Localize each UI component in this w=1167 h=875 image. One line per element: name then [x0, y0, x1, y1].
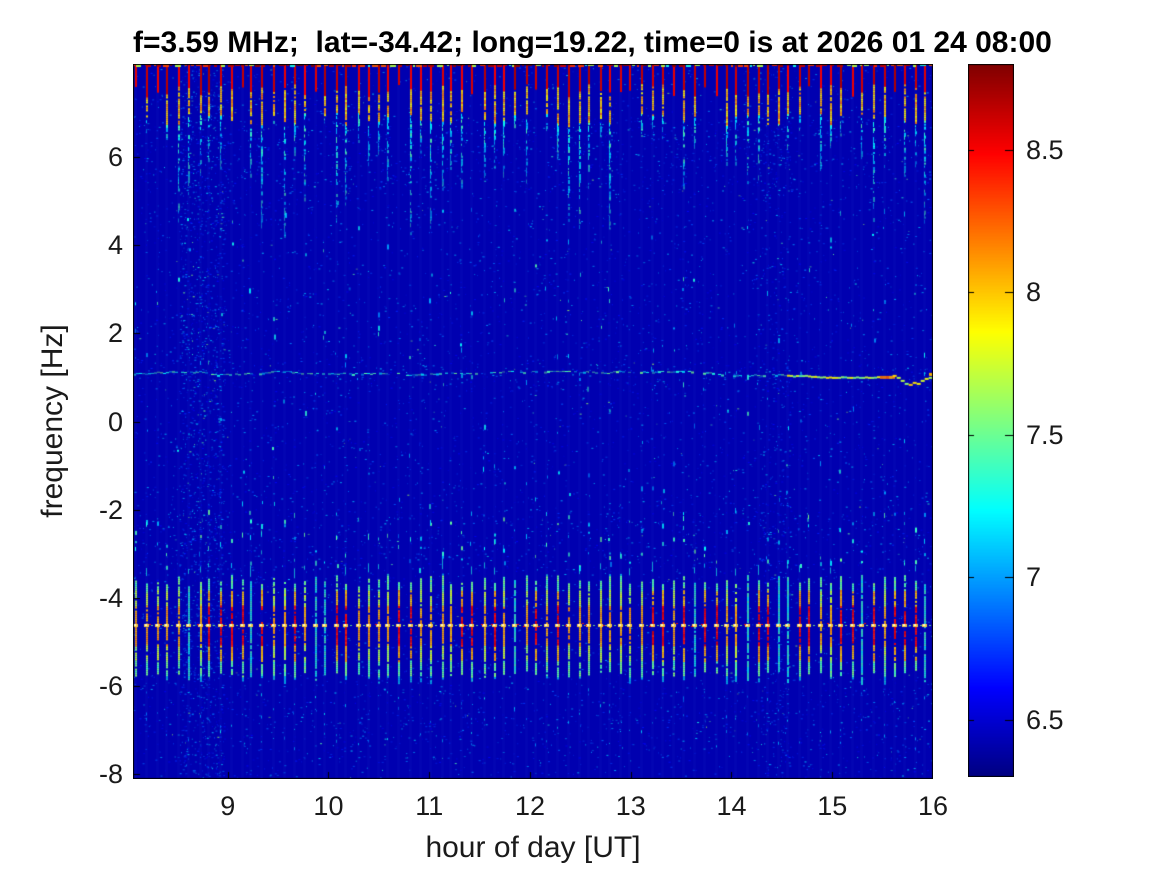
- x-axis-label: hour of day [UT]: [425, 831, 641, 864]
- x-tick-label: 11: [415, 791, 444, 821]
- y-tick-label: -8: [98, 759, 123, 790]
- y-tick-label: 4: [107, 230, 123, 261]
- y-tick-label: -4: [98, 582, 123, 613]
- spectrogram-canvas: [133, 64, 933, 779]
- y-tick-label: -2: [98, 494, 123, 525]
- x-tick-label: 16: [917, 791, 949, 821]
- x-tick-label: 10: [313, 791, 344, 821]
- y-tick-label: 6: [107, 142, 123, 172]
- x-tick-label: 9: [220, 791, 236, 821]
- x-tick-label: 14: [716, 791, 747, 821]
- colorbar-tick-label: 7.5: [1026, 419, 1064, 450]
- colorbar-tick-label: 6.5: [1026, 704, 1064, 735]
- colorbar-tick-label: 7: [1026, 562, 1042, 593]
- x-tick-label: 15: [817, 791, 848, 821]
- x-tick-label: 12: [514, 791, 545, 821]
- colorbar: [968, 64, 1014, 777]
- y-tick-label: 0: [107, 406, 123, 437]
- colorbar-tick-label: 8: [1026, 277, 1042, 308]
- spectrogram-plot-area: [133, 64, 933, 779]
- x-tick-label: 13: [615, 791, 646, 821]
- colorbar-gradient: [968, 64, 1014, 777]
- colorbar-tick-label: 8.5: [1026, 134, 1064, 165]
- y-tick-label: -6: [98, 670, 123, 701]
- y-tick-label: 2: [107, 318, 123, 349]
- plot-title: f=3.59 MHz; lat=-34.42; long=19.22, time…: [133, 26, 1052, 59]
